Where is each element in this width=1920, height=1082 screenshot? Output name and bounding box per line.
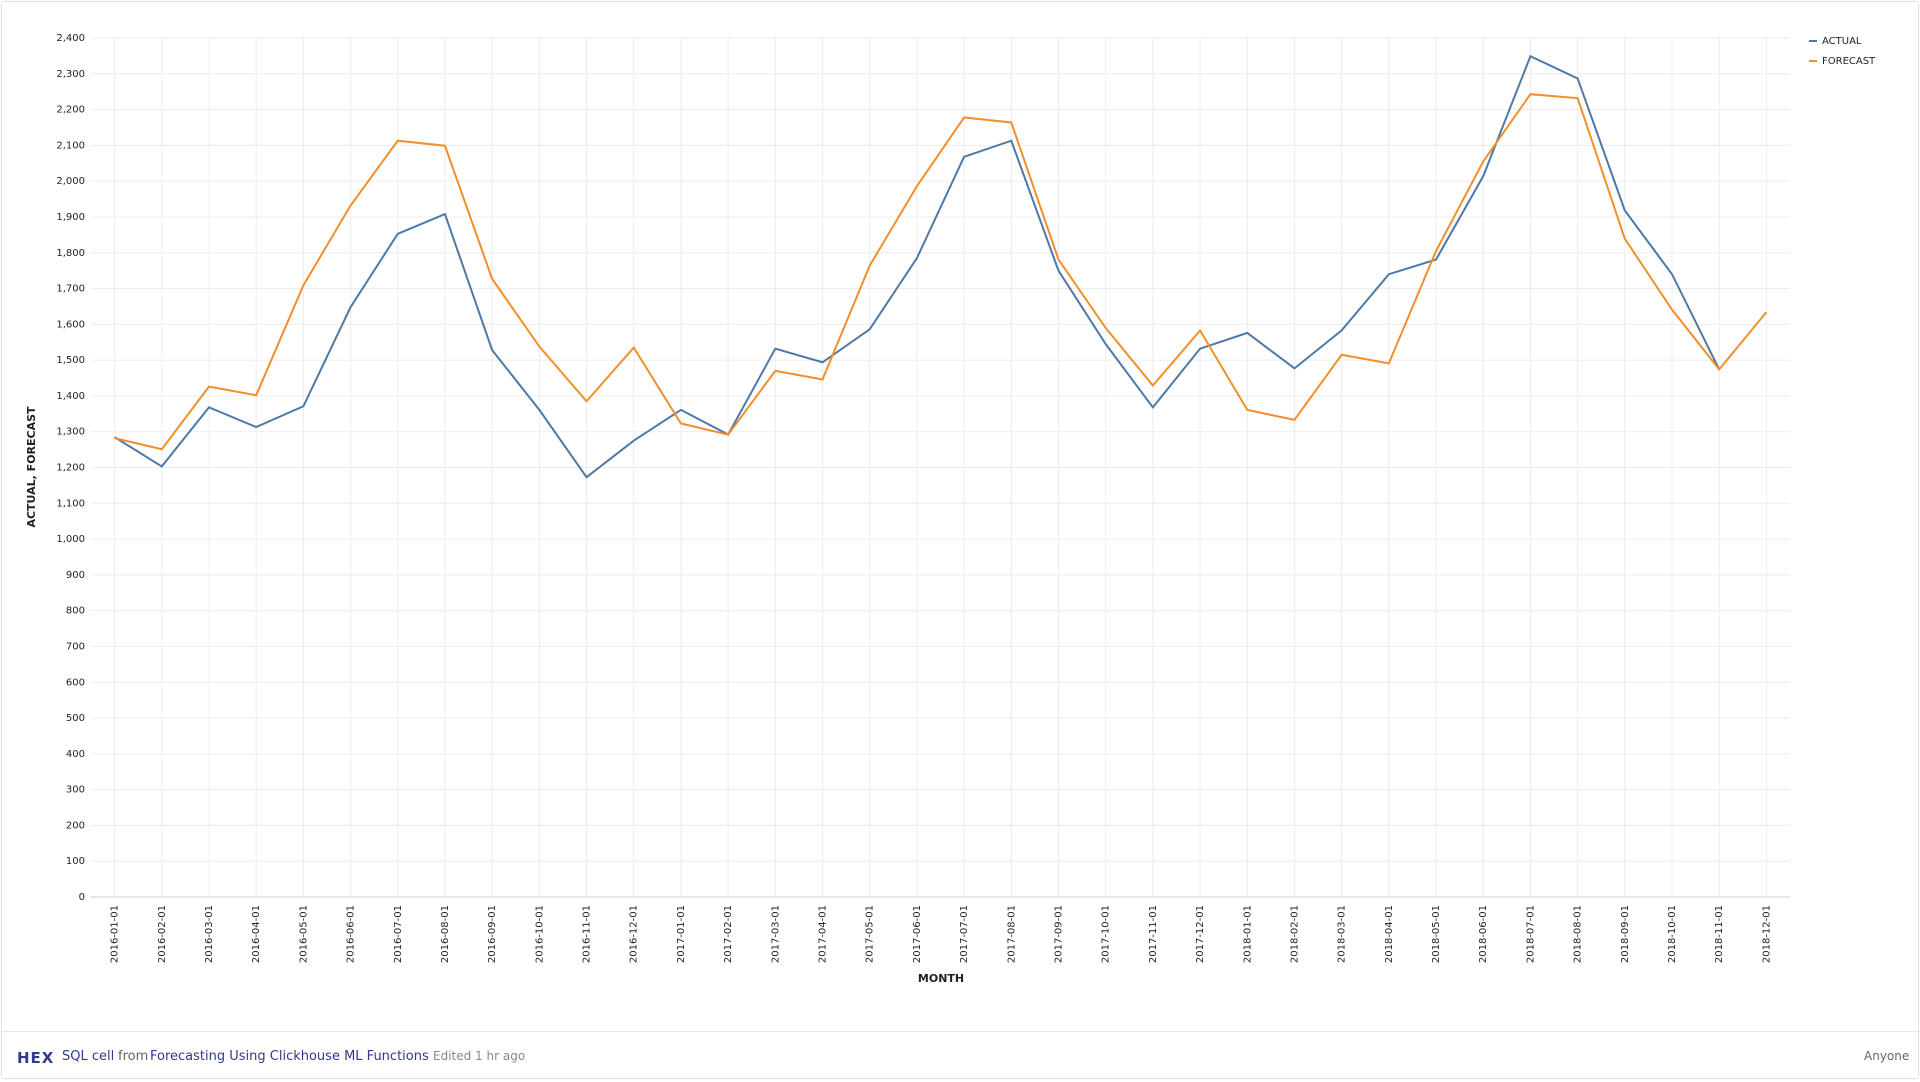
logo: HEX (17, 1049, 55, 1067)
x-tick-label: 2016-03-01 (204, 905, 215, 963)
x-tick-label: 2016-07-01 (393, 905, 404, 963)
x-tick-label: 2016-05-01 (298, 905, 309, 963)
x-tick-label: 2016-04-01 (251, 905, 262, 963)
chart: ACTUAL, FORECAST MONTH 0 100 200 300 400 500 6… (25, 33, 1876, 985)
y-tick-label: 2,100 (56, 140, 85, 151)
y-tick-label: 1,100 (56, 498, 85, 509)
x-tick-label: 2017-10-01 (1101, 905, 1112, 963)
x-tick-label: 2017-03-01 (770, 905, 781, 963)
from-text: from (118, 1049, 149, 1064)
y-tick-label: 2,200 (56, 105, 85, 116)
y-tick-label: 500 (66, 713, 85, 724)
y-tick-label: 2,400 (56, 33, 85, 44)
x-axis-title: MONTH (918, 972, 964, 985)
x-tick-label: 2017-12-01 (1195, 905, 1206, 963)
y-tick-label: 2,300 (56, 69, 85, 80)
x-tick-label: 2018-04-01 (1384, 905, 1395, 963)
x-tick-label: 2017-11-01 (1148, 905, 1159, 963)
x-tick-label: 2016-02-01 (157, 905, 168, 963)
x-tick-label: 2016-01-01 (110, 905, 121, 963)
y-tick-label: 1,300 (56, 427, 85, 438)
x-tick-label: 2017-07-01 (959, 905, 970, 963)
y-tick-label: 200 (66, 820, 85, 831)
x-tick-label: 2017-09-01 (1053, 905, 1064, 963)
x-tick-label: 2016-10-01 (534, 905, 545, 963)
x-tick-label: 2018-09-01 (1620, 905, 1631, 963)
y-tick-label: 800 (66, 606, 85, 617)
x-tick-label: 2018-11-01 (1714, 905, 1725, 963)
x-tick-label: 2017-01-01 (676, 905, 687, 963)
y-tick-label: 1,900 (56, 212, 85, 223)
cell-link[interactable]: SQL cell (62, 1049, 115, 1064)
x-tick-label: 2018-12-01 (1761, 905, 1772, 963)
y-tick-label: 400 (66, 749, 85, 760)
y-tick-label: 1,400 (56, 391, 85, 402)
y-tick-label: 1,500 (56, 355, 85, 366)
y-tick-label: 600 (66, 677, 85, 688)
x-tick-label: 2018-02-01 (1289, 905, 1300, 963)
x-tick-label: 2017-02-01 (723, 905, 734, 963)
x-tick-label: 2018-10-01 (1667, 905, 1678, 963)
y-tick-label: 700 (66, 641, 85, 652)
share-status[interactable]: Anyone (1864, 1049, 1910, 1063)
x-tick-label: 2018-05-01 (1431, 905, 1442, 963)
x-tick-label: 2018-07-01 (1525, 905, 1536, 963)
y-tick-label: 1,700 (56, 284, 85, 295)
x-tick-label: 2017-08-01 (1006, 905, 1017, 963)
x-tick-label: 2018-01-01 (1242, 905, 1253, 963)
y-tick-label: 1,200 (56, 463, 85, 474)
footer: HEX SQL cell from Forecasting Using Clic… (2, 1031, 1920, 1082)
y-tick-label: 0 (79, 892, 85, 903)
x-tick-label: 2018-08-01 (1573, 905, 1584, 963)
y-tick-label: 1,600 (56, 319, 85, 330)
x-tick-label: 2016-06-01 (346, 905, 357, 963)
x-tick-label: 2017-04-01 (818, 905, 829, 963)
y-tick-label: 900 (66, 570, 85, 581)
x-tick-label: 2016-09-01 (487, 905, 498, 963)
x-tick-label: 2018-06-01 (1478, 905, 1489, 963)
edited-text: Edited 1 hr ago (433, 1049, 526, 1063)
x-tick-label: 2017-06-01 (912, 905, 923, 963)
legend-label: ACTUAL (1822, 36, 1862, 47)
y-axis-title: ACTUAL, FORECAST (25, 406, 38, 528)
series-line (114, 93, 1768, 451)
x-tick-label: 2017-05-01 (865, 905, 876, 963)
series-line (114, 54, 1721, 479)
x-tick-label: 2016-11-01 (582, 905, 593, 963)
x-tick-label: 2016-12-01 (629, 905, 640, 963)
x-tick-label: 2016-08-01 (440, 905, 451, 963)
legend-label: FORECAST (1822, 56, 1876, 67)
y-tick-label: 1,000 (56, 534, 85, 545)
y-tick-label: 2,000 (56, 176, 85, 187)
project-link[interactable]: Forecasting Using Clickhouse ML Function… (150, 1049, 429, 1064)
y-tick-label: 1,800 (56, 248, 85, 259)
y-tick-label: 100 (66, 856, 85, 867)
x-tick-label: 2018-03-01 (1337, 905, 1348, 963)
y-tick-label: 300 (66, 785, 85, 796)
